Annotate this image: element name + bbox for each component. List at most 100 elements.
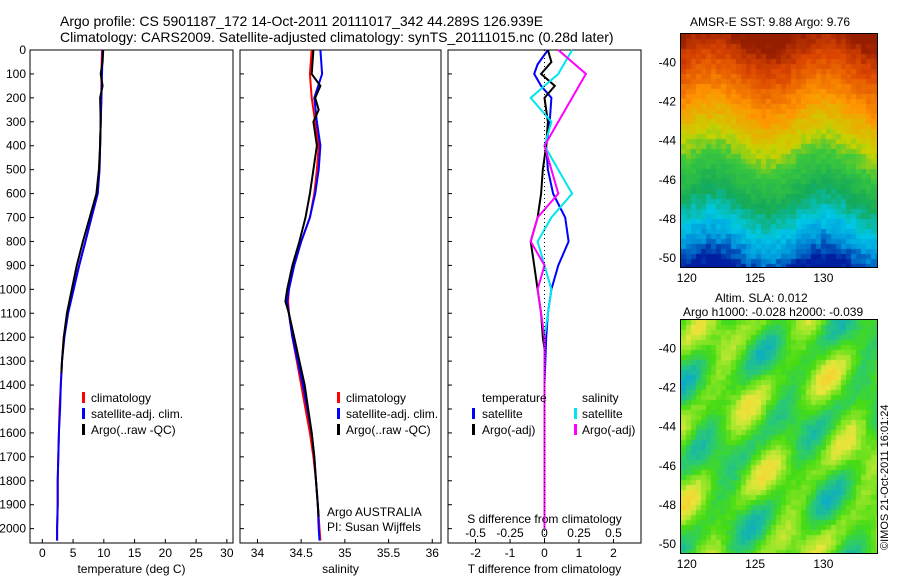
legend-item-argo: Argo(..raw -QC) (337, 422, 438, 438)
legend-item-climatology: climatology (82, 390, 183, 406)
map-y-tick-label: -46 (659, 173, 677, 187)
map-x-tick-label: 125 (745, 271, 765, 285)
climatology-title: Climatology: CARS2009. Satellite-adjuste… (60, 29, 614, 45)
sst-heatmap (681, 34, 877, 267)
difference-legend: temperature salinity satellite satellite… (470, 390, 645, 438)
map-x-tick-label: 125 (745, 557, 765, 571)
x-top-tick-label: 0.5 (605, 526, 622, 540)
legend-item-argo: Argo(..raw -QC) (82, 422, 183, 438)
imos-timestamp: ©IMOS 21-Oct-2011 16:01:24 (879, 404, 891, 550)
legend-item-satellite: satellite-adj. clim. (337, 406, 438, 422)
x-tick-label: 1 (576, 546, 583, 560)
y-tick-label: 200 (6, 91, 26, 105)
map-x-tick-label: 120 (677, 271, 697, 285)
x-tick-label: 34.5 (289, 546, 313, 560)
x-tick-label: 35 (338, 546, 352, 560)
legend-label: satellite-adj. clim. (346, 407, 439, 421)
y-tick-label: 400 (6, 139, 26, 153)
y-tick-label: 0 (19, 43, 26, 57)
sal-argo-label: Argo(-adj) (582, 423, 636, 437)
y-tick-label: 1500 (0, 402, 26, 416)
sla-heatmap (681, 320, 877, 553)
map-x-tick-label: 130 (813, 557, 833, 571)
map-y-tick-label: -42 (659, 381, 677, 395)
x-axis-label: salinity (322, 562, 359, 576)
legend-label: satellite-adj. clim. (91, 407, 184, 421)
x-tick-label: 34 (251, 546, 265, 560)
y-tick-label: 600 (6, 187, 26, 201)
temperature-head: temperature (482, 391, 547, 405)
x-tick-label: 5 (70, 546, 77, 560)
agency-label: Argo AUSTRALIA (327, 505, 422, 519)
y-tick-label: 1600 (0, 426, 26, 440)
x-tick-label: 15 (128, 546, 142, 560)
salinity-legend: climatology satellite-adj. clim. Argo(..… (337, 390, 438, 438)
x-tick-label: 0 (39, 546, 46, 560)
sla-map-title-2: Argo h1000: -0.028 h2000: -0.039 (683, 305, 864, 319)
y-tick-label: 1700 (0, 450, 26, 464)
temp-satellite-label: satellite (482, 407, 523, 421)
legend-label: climatology (91, 391, 152, 405)
x-tick-label: 20 (159, 546, 173, 560)
salinity-head: salinity (582, 391, 619, 405)
y-tick-label: 100 (6, 67, 26, 81)
y-tick-label: 1900 (0, 498, 26, 512)
sst-map-title: AMSR-E SST: 9.88 Argo: 9.76 (690, 15, 851, 29)
y-tick-label: 1000 (0, 282, 26, 296)
y-tick-label: 1800 (0, 474, 26, 488)
profile-title: Argo profile: CS 5901187_172 14-Oct-2011… (60, 13, 544, 29)
y-tick-label: 1100 (0, 306, 26, 320)
temp-argo-label: Argo(-adj) (482, 423, 536, 437)
series-line-2 (284, 49, 322, 517)
map-y-tick-label: -40 (659, 55, 677, 69)
plot-frame (29, 49, 234, 544)
y-tick-label: 1300 (0, 354, 26, 368)
x-tick-label: 2 (610, 546, 617, 560)
series-line-3 (529, 49, 588, 529)
temperature-legend: climatology satellite-adj. clim. Argo(..… (82, 390, 183, 438)
sla-map-title-1: Altim. SLA: 0.012 (715, 291, 808, 305)
x-tick-label: 10 (97, 546, 111, 560)
x-tick-label: 30 (220, 546, 234, 560)
map-x-tick-label: 130 (813, 271, 833, 285)
sst-map (680, 33, 878, 268)
legend-item-satellite: satellite-adj. clim. (82, 406, 183, 422)
x-top-tick-label: -0.5 (465, 526, 486, 540)
x-axis-label: temperature (deg C) (77, 562, 185, 576)
x-tick-label: 36 (426, 546, 440, 560)
y-tick-label: 800 (6, 234, 26, 248)
map-y-tick-label: -50 (659, 251, 677, 265)
map-y-tick-label: -46 (659, 459, 677, 473)
map-y-tick-label: -48 (659, 498, 677, 512)
x-axis-label: T difference from climatology (468, 562, 622, 576)
series-line-2 (60, 49, 105, 374)
legend-label: Argo(..raw -QC) (91, 423, 176, 437)
y-tick-label: 700 (6, 211, 26, 225)
x-tick-label: 0 (541, 546, 548, 560)
x-top-tick-label: -0.25 (496, 526, 524, 540)
map-x-tick-label: 120 (677, 557, 697, 571)
sla-map (680, 319, 878, 554)
x-top-tick-label: 0 (541, 526, 548, 540)
map-y-tick-label: -42 (659, 95, 677, 109)
map-y-tick-label: -48 (659, 212, 677, 226)
x-top-tick-label: 0.25 (567, 526, 591, 540)
x-tick-label: -2 (470, 546, 481, 560)
x-tick-label: -1 (505, 546, 516, 560)
x-tick-label: 35.5 (377, 546, 401, 560)
plot-frame (239, 49, 442, 544)
legend-item-climatology: climatology (337, 390, 438, 406)
legend-label: climatology (346, 391, 407, 405)
x-tick-label: 25 (189, 546, 203, 560)
sal-satellite-label: satellite (582, 407, 623, 421)
y-tick-label: 1400 (0, 378, 26, 392)
y-tick-label: 1200 (0, 330, 26, 344)
y-tick-label: 900 (6, 258, 26, 272)
pi-label: PI: Susan Wijffels (327, 520, 421, 534)
map-y-tick-label: -44 (659, 134, 677, 148)
y-tick-label: 300 (6, 115, 26, 129)
map-y-tick-label: -40 (659, 341, 677, 355)
legend-label: Argo(..raw -QC) (346, 423, 431, 437)
y-tick-label: 500 (6, 163, 26, 177)
